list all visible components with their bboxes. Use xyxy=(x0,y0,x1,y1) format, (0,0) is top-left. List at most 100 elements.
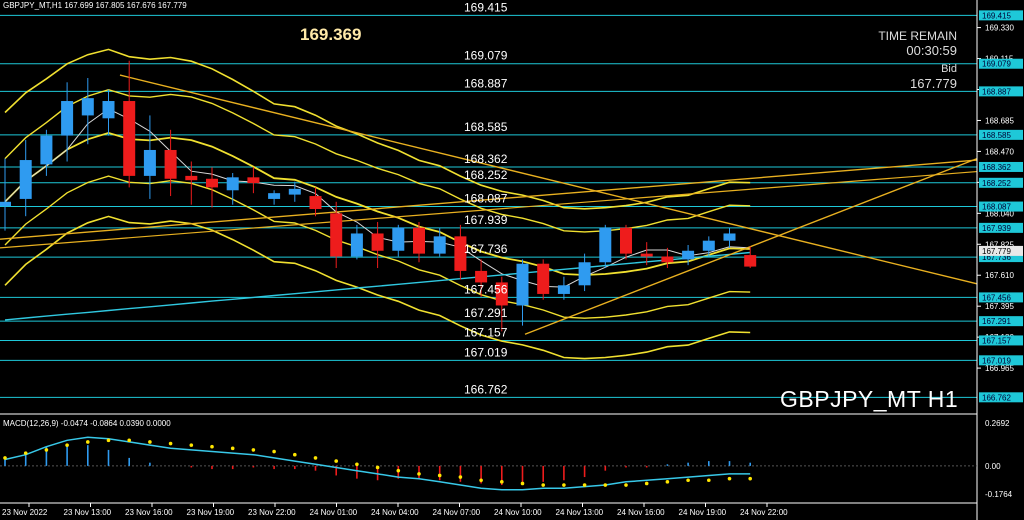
price-tag-bg xyxy=(979,58,1023,69)
price-tag-bg xyxy=(979,201,1023,212)
candles-layer xyxy=(0,60,757,332)
price-tag-text: 167.456 xyxy=(982,293,1011,302)
price-tag-text: 167.291 xyxy=(982,317,1011,326)
time-remain-value: 00:30:59 xyxy=(906,43,957,58)
candle-body xyxy=(61,101,74,136)
macd-signal-dot xyxy=(210,444,214,449)
trendline-rising xyxy=(524,157,978,335)
time-axis-label: 23 Nov 22:00 xyxy=(248,508,296,517)
price-tag-bg xyxy=(979,392,1023,403)
price-level-label: 168.362 xyxy=(464,152,508,166)
price-tag-text: 167.939 xyxy=(982,224,1011,233)
price-tag-bg xyxy=(979,129,1023,140)
macd-signal-dot xyxy=(644,481,649,486)
price-tag-bg xyxy=(979,335,1023,346)
price-tag-text: 168.887 xyxy=(982,87,1011,96)
time-axis-label: 24 Nov 04:00 xyxy=(371,508,419,517)
current-price-tag: 167.779 xyxy=(982,247,1011,256)
candle-body xyxy=(661,256,674,263)
price-tag-bg xyxy=(979,292,1023,303)
candle-body xyxy=(578,262,591,286)
macd-panel: 0.2692 0.00 -0.1764 xyxy=(0,419,1013,499)
candle-body xyxy=(640,253,653,257)
macd-signal-dot xyxy=(417,472,421,476)
price-tag-bg xyxy=(979,222,1023,233)
candle-body xyxy=(413,227,425,254)
price-tag-text: 166.762 xyxy=(982,393,1011,402)
price-level-label: 168.087 xyxy=(464,192,508,206)
price-level-label: 169.079 xyxy=(464,49,508,63)
macd-signal-dot xyxy=(624,483,628,487)
price-level-label: 167.157 xyxy=(464,325,508,339)
candle-body xyxy=(433,236,446,254)
macd-signal-dot xyxy=(582,483,587,487)
time-axis-label: 24 Nov 10:00 xyxy=(494,508,542,517)
time-axis-label: 23 Nov 16:00 xyxy=(125,508,173,517)
time-axis-label: 23 Nov 19:00 xyxy=(187,508,235,517)
lower-band-outer xyxy=(4,215,751,360)
macd-signal-dot xyxy=(106,438,111,443)
macd-signal-dot xyxy=(479,478,483,483)
price-level-label: 169.415 xyxy=(464,0,508,14)
macd-signal-dot xyxy=(603,483,608,487)
macd-info: MACD(12,26,9) -0.0474 -0.0864 0.0390 0.0… xyxy=(3,419,171,428)
price-tag-text: 169.415 xyxy=(982,11,1011,20)
price-level-label: 167.291 xyxy=(464,306,508,320)
macd-signal-dot xyxy=(707,478,711,483)
price-scale-label: 167.825 xyxy=(985,240,1014,249)
candle-body xyxy=(599,227,612,263)
macd-signal-dot xyxy=(665,480,670,484)
macd-signal-dot xyxy=(686,478,690,483)
big-price-label: 169.369 xyxy=(300,25,362,44)
price-scale-label: 168.040 xyxy=(985,209,1014,218)
candle-body xyxy=(702,240,715,251)
price-tag-text: 167.157 xyxy=(982,336,1011,345)
macd-signal-dot xyxy=(251,448,256,452)
time-axis-label: 24 Nov 01:00 xyxy=(310,508,358,517)
macd-signal-dot xyxy=(334,459,339,463)
price-tag-text: 168.252 xyxy=(982,179,1011,188)
macd-signal-dot xyxy=(127,438,131,443)
candle-body xyxy=(620,227,632,254)
macd-signal-dot xyxy=(272,449,276,454)
symbol-info: GBPJPY_MT,H1 167.699 167.805 167.676 167… xyxy=(3,1,187,10)
candle-body xyxy=(226,177,239,191)
macd-signal-dot xyxy=(148,440,152,444)
time-axis-label: 24 Nov 13:00 xyxy=(556,508,604,517)
macd-signal-dot xyxy=(65,443,69,447)
candle-body xyxy=(330,213,343,257)
price-level-label: 168.585 xyxy=(464,120,508,134)
bid-label: Bid xyxy=(941,63,957,75)
macd-main-line xyxy=(4,436,751,491)
price-level-label: 167.939 xyxy=(464,213,508,227)
time-axis-label: 24 Nov 22:00 xyxy=(740,508,788,517)
trendline-down xyxy=(119,74,978,285)
candle-body xyxy=(682,250,695,260)
macd-signal-dot xyxy=(500,480,504,484)
candle-body xyxy=(143,149,156,176)
price-level-label: 167.019 xyxy=(464,345,508,359)
price-scale-label: 168.470 xyxy=(985,147,1014,156)
slow-ma-line xyxy=(4,251,751,321)
macd-signal-dot xyxy=(23,451,28,455)
macd-signal-dot xyxy=(230,446,235,451)
macd-signal-dot xyxy=(168,441,173,446)
candle-body xyxy=(19,160,32,199)
price-level-label: 166.762 xyxy=(464,382,508,396)
time-remain-label: TIME REMAIN xyxy=(878,29,957,43)
macd-signal-dot xyxy=(541,483,545,487)
price-level-label: 168.887 xyxy=(464,76,508,90)
macd-signal-dot xyxy=(520,481,525,486)
macd-scale-label: 0.2692 xyxy=(985,419,1010,428)
candle-body xyxy=(206,178,218,188)
macd-signal-dot xyxy=(355,462,359,467)
macd-signal-dot xyxy=(437,473,442,478)
candle-body xyxy=(247,177,260,184)
time-axis-label: 24 Nov 16:00 xyxy=(617,508,665,517)
time-axis-label: 24 Nov 07:00 xyxy=(433,508,481,517)
candle-body xyxy=(164,149,177,179)
candle-body xyxy=(557,285,570,294)
candle-body xyxy=(102,101,115,119)
